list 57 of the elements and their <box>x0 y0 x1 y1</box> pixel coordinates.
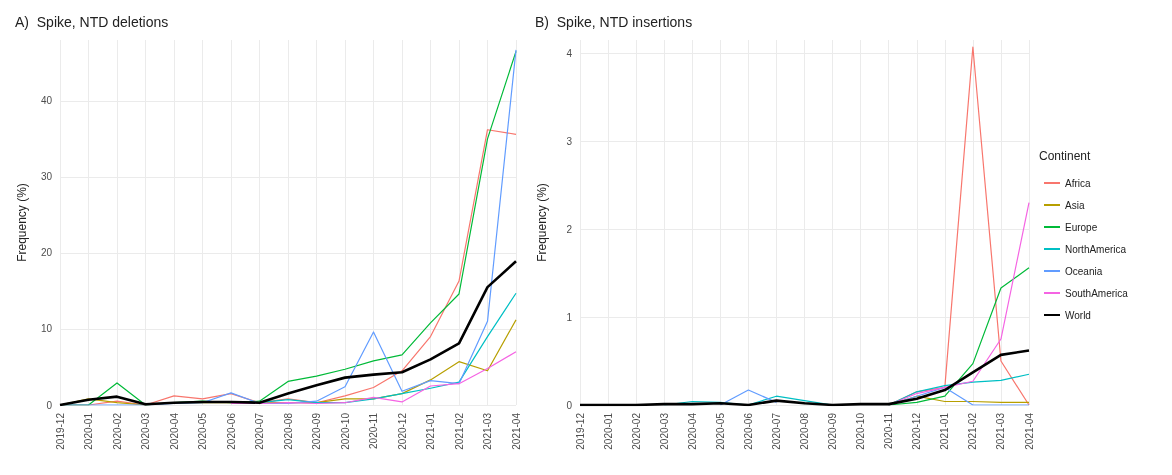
x-tick-label: 2021-04 <box>510 412 522 450</box>
x-tick-label: 2020-06 <box>225 412 237 450</box>
x-tick-label: 2020-12 <box>396 412 408 450</box>
chart-title: A) Spike, NTD deletions <box>15 14 169 30</box>
y-tick-label: 30 <box>40 171 53 183</box>
y-tick-label: 4 <box>566 47 573 59</box>
x-tick-label: 2021-01 <box>939 412 951 450</box>
y-tick-label: 20 <box>40 247 53 259</box>
x-tick-label: 2019-12 <box>54 412 66 450</box>
x-tick-label: 2020-07 <box>770 412 782 450</box>
x-tick-label: 2020-05 <box>197 412 208 450</box>
x-tick-label: 2020-01 <box>602 412 614 450</box>
x-tick-label: 2020-09 <box>827 412 839 450</box>
x-tick-label: 2020-04 <box>686 412 698 450</box>
x-tick-label: 2020-10 <box>339 412 351 450</box>
y-axis-title: Frequency (%) <box>15 183 29 262</box>
y-tick-label: 40 <box>40 95 53 107</box>
x-tick-label: 2020-11 <box>368 412 379 449</box>
x-tick-label: 2020-08 <box>799 412 810 450</box>
x-tick-label: 2020-12 <box>911 412 923 450</box>
y-tick-label: 1 <box>566 311 573 323</box>
legend-title: Continent <box>1039 149 1092 163</box>
chart-title: B) Spike, NTD insertions <box>535 14 693 30</box>
x-tick-label: 2020-03 <box>140 412 151 450</box>
x-tick-label: 2020-07 <box>254 412 265 450</box>
x-tick-label: 2021-01 <box>425 412 436 450</box>
x-tick-label: 2021-04 <box>1023 412 1035 450</box>
x-tick-label: 2020-06 <box>742 412 754 450</box>
y-tick-label: 0 <box>566 399 573 411</box>
x-tick-label: 2021-03 <box>995 412 1007 450</box>
x-tick-label: 2019-12 <box>574 412 586 450</box>
legend-label: SouthAmerica <box>1065 287 1129 299</box>
x-tick-label: 2020-11 <box>883 412 895 449</box>
x-tick-label: 2020-02 <box>630 412 642 450</box>
y-axis-title: Frequency (%) <box>535 183 549 262</box>
y-tick-label: 0 <box>46 399 53 411</box>
x-tick-label: 2020-09 <box>311 412 322 450</box>
legend-label: World <box>1065 309 1091 321</box>
y-tick-label: 10 <box>40 323 53 335</box>
legend-label: Europe <box>1065 221 1098 233</box>
x-tick-label: 2020-08 <box>282 412 294 450</box>
x-tick-label: 2021-02 <box>453 412 465 450</box>
x-tick-label: 2020-01 <box>83 412 94 450</box>
x-tick-label: 2020-04 <box>168 412 180 450</box>
legend-label: Oceania <box>1065 265 1103 277</box>
x-tick-label: 2020-03 <box>658 412 670 450</box>
legend-label: Africa <box>1065 177 1091 189</box>
y-tick-label: 3 <box>566 135 573 147</box>
x-tick-label: 2020-10 <box>855 412 867 450</box>
x-tick-label: 2020-02 <box>111 412 123 450</box>
x-tick-label: 2020-05 <box>714 412 726 450</box>
y-tick-label: 2 <box>566 223 573 235</box>
line-series <box>230 351 517 405</box>
x-tick-label: 2021-03 <box>482 412 493 450</box>
legend-label: Asia <box>1065 199 1085 211</box>
legend-label: NorthAmerica <box>1065 243 1127 255</box>
x-tick-label: 2021-02 <box>967 412 979 450</box>
